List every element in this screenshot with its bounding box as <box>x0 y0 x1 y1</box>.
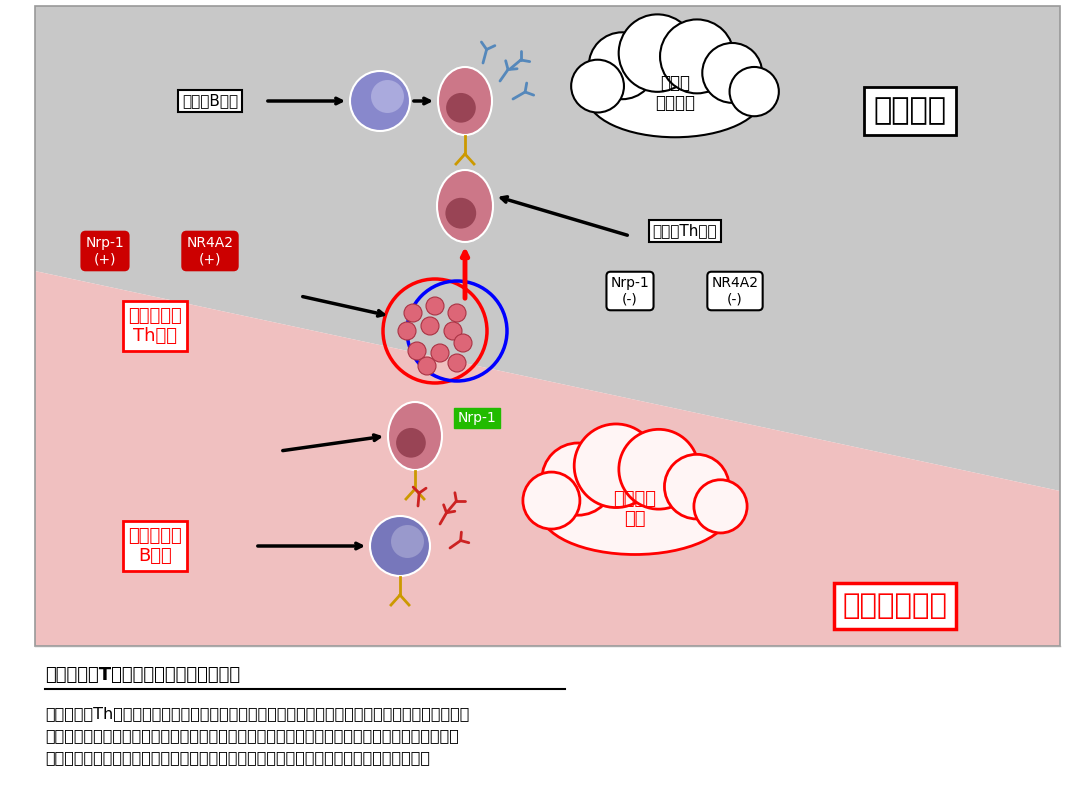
Circle shape <box>448 304 466 322</box>
Ellipse shape <box>438 67 492 135</box>
Circle shape <box>542 443 614 515</box>
Polygon shape <box>35 271 1060 646</box>
Circle shape <box>391 525 425 558</box>
Ellipse shape <box>540 468 730 554</box>
Text: 一般の
抗体産生: 一般の 抗体産生 <box>655 74 695 112</box>
Text: 感染防御: 感染防御 <box>874 96 947 126</box>
Circle shape <box>350 71 410 131</box>
Text: 自己反応性
Th細胞: 自己反応性 Th細胞 <box>128 307 182 345</box>
Circle shape <box>574 424 657 508</box>
Circle shape <box>396 428 426 457</box>
Circle shape <box>418 357 436 375</box>
Ellipse shape <box>388 402 442 470</box>
Circle shape <box>397 322 416 340</box>
Circle shape <box>444 322 462 340</box>
Circle shape <box>421 317 439 335</box>
Polygon shape <box>35 6 1060 491</box>
Text: 自己抗体
産生: 自己抗体 産生 <box>613 489 656 529</box>
Circle shape <box>446 93 475 123</box>
Circle shape <box>730 67 779 116</box>
Ellipse shape <box>587 54 764 137</box>
Circle shape <box>404 304 422 322</box>
Circle shape <box>371 80 404 113</box>
Circle shape <box>370 516 430 576</box>
Text: 自己反応性
B細胞: 自己反応性 B細胞 <box>128 526 182 566</box>
Circle shape <box>426 297 444 315</box>
Text: Nrp-1: Nrp-1 <box>458 411 496 425</box>
Circle shape <box>523 472 579 529</box>
Circle shape <box>445 198 477 228</box>
Circle shape <box>454 334 472 352</box>
Circle shape <box>408 342 426 360</box>
Circle shape <box>702 43 762 103</box>
Ellipse shape <box>438 170 493 242</box>
Text: 自己免疫疾患: 自己免疫疾患 <box>843 592 948 620</box>
Text: 自己反応性Th細胞を見分けて、これを標的とした治療法が確立できれば、自己免疫応答のみを選
択的に阻害し、通常の免疫応答は影響を受けない画期的な方法が実現できる。: 自己反応性Th細胞を見分けて、これを標的とした治療法が確立できれば、自己免疫応答… <box>45 706 469 766</box>
Text: Nrp-1
(-): Nrp-1 (-) <box>611 276 650 306</box>
Circle shape <box>431 344 449 362</box>
Text: NR4A2
(-): NR4A2 (-) <box>712 276 758 306</box>
Text: NR4A2
(+): NR4A2 (+) <box>186 236 234 266</box>
Text: 一般のTh細胞: 一般のTh細胞 <box>653 223 717 239</box>
Circle shape <box>571 60 624 112</box>
Circle shape <box>660 19 734 94</box>
Circle shape <box>589 32 655 99</box>
Circle shape <box>618 14 696 92</box>
Text: Nrp-1
(+): Nrp-1 (+) <box>86 236 125 266</box>
Text: 自己反応性T細胞を見分けることの利点: 自己反応性T細胞を見分けることの利点 <box>45 666 240 684</box>
Circle shape <box>448 354 466 372</box>
Circle shape <box>694 480 747 533</box>
Circle shape <box>618 429 699 509</box>
Text: 一般のB細胞: 一般のB細胞 <box>182 94 238 108</box>
Circle shape <box>665 454 729 519</box>
